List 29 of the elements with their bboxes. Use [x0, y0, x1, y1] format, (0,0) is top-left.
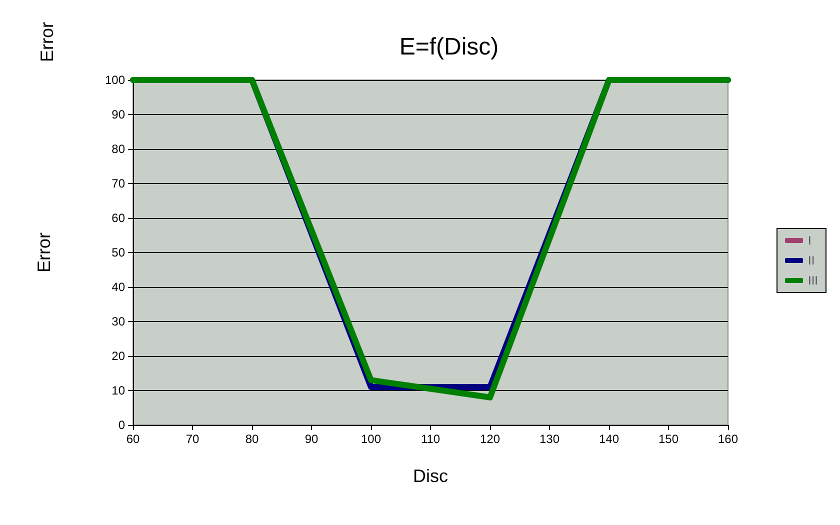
legend-label: II [808, 254, 815, 268]
legend-label: I [808, 234, 812, 248]
x-tick-label: 110 [420, 432, 440, 446]
y-axis-title: Error [34, 232, 54, 272]
y-tick-label: 10 [112, 384, 126, 398]
y-tick-label: 90 [112, 108, 126, 122]
text: Error [37, 22, 57, 62]
x-tick-label: 130 [539, 432, 560, 446]
chart-title: E=f(Disc) [399, 34, 499, 60]
y-tick-label: 80 [112, 142, 126, 156]
x-tick-label: 80 [245, 432, 259, 446]
x-tick-label: 100 [360, 432, 382, 446]
x-tick-label: 160 [718, 432, 738, 446]
x-tick-label: 120 [480, 432, 500, 446]
x-tick-label: 150 [658, 432, 679, 446]
x-tick-label: 70 [186, 432, 200, 446]
y-tick-label: 40 [112, 280, 126, 294]
legend-label: III [808, 274, 818, 288]
y-tick-label: 0 [118, 418, 126, 432]
x-tick-label: 140 [598, 432, 620, 446]
y-tick-label: 50 [112, 246, 126, 260]
y-tick-label: 30 [112, 314, 126, 328]
y-tick-label: 100 [104, 73, 126, 87]
x-tick-label: 90 [304, 432, 318, 446]
y-tick-label: 20 [112, 349, 126, 363]
x-axis-title: Disc [413, 466, 448, 486]
y-tick-label: 60 [112, 211, 126, 225]
y-tick-label: 70 [112, 176, 126, 190]
x-tick-label: 60 [126, 432, 140, 446]
